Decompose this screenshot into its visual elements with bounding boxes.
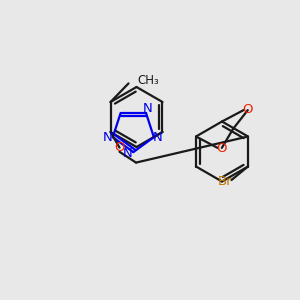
Text: N: N bbox=[103, 131, 112, 144]
Text: N: N bbox=[123, 147, 133, 160]
Text: O: O bbox=[243, 103, 253, 116]
Text: O: O bbox=[114, 141, 125, 154]
Text: CH₃: CH₃ bbox=[137, 74, 159, 87]
Text: N: N bbox=[142, 102, 152, 115]
Text: Br: Br bbox=[218, 175, 232, 188]
Text: N: N bbox=[153, 131, 163, 144]
Text: O: O bbox=[217, 142, 227, 155]
